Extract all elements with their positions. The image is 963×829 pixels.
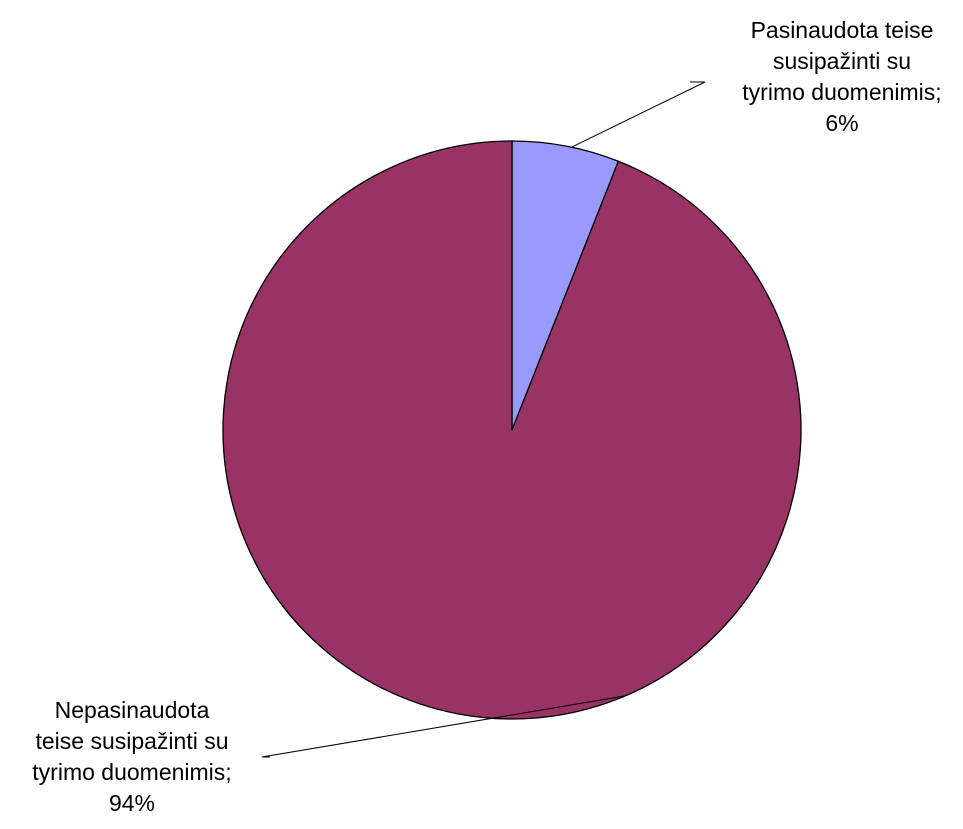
- data-label-2-line-2: teise susipažinti su: [35, 728, 228, 754]
- data-label-1-line-2: susipažinti su: [773, 48, 911, 74]
- data-label-2-line-3: tyrimo duomenimis;: [32, 759, 231, 785]
- data-label-2-line-4: 94%: [109, 790, 155, 816]
- leader-lines-layer: [261, 81, 706, 758]
- slices-layer: [222, 140, 802, 720]
- data-label-1-line-1: Pasinaudota teise: [751, 17, 934, 43]
- leader-line-1: [571, 81, 706, 148]
- data-label-2-line-1: Nepasinaudota: [55, 697, 210, 723]
- data-label-1-line-4: 6%: [825, 110, 858, 136]
- data-labels-layer: Pasinaudota teise susipažinti su tyrimo du…: [32, 17, 941, 816]
- data-label-2: Nepasinaudota teise susipažinti su tyrimo …: [32, 697, 231, 816]
- pie-slice-2: [222, 140, 802, 720]
- data-label-1-line-3: tyrimo duomenimis;: [742, 79, 941, 105]
- data-label-1: Pasinaudota teise susipažinti su tyrimo du…: [742, 17, 941, 136]
- leader-line-2: [261, 695, 626, 758]
